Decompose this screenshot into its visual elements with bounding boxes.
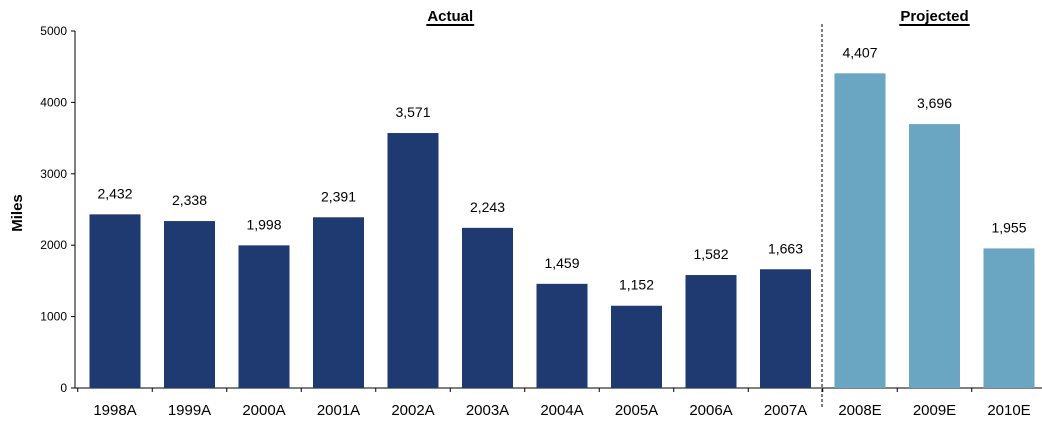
bar-2010E (983, 248, 1035, 388)
y-axis-title: Miles (9, 194, 26, 232)
bars (89, 73, 1035, 389)
y-tick-label: 0 (60, 381, 67, 395)
x-tick-label-2001A: 2001A (317, 402, 360, 419)
x-tick-label-2007A: 2007A (764, 402, 807, 419)
data-label-2007A: 1,663 (768, 240, 803, 256)
data-label-2006A: 1,582 (693, 246, 728, 262)
bar-2006A (685, 275, 737, 388)
data-label-2004A: 1,459 (544, 255, 579, 271)
x-tick-label-2004A: 2004A (540, 402, 583, 419)
section-headers: Actual Projected (426, 8, 970, 408)
x-axis-labels: 1998A 1999A 2000A 2001A 2002A 2003A 2004A 2005A… (77, 388, 1031, 419)
y-tick-label: 3000 (40, 167, 67, 181)
x-tick-label-2006A: 2006A (689, 402, 732, 419)
section-label-projected: Projected (900, 8, 968, 25)
bar-2000A (238, 245, 290, 388)
bar-2007A (760, 269, 811, 388)
section-label-actual: Actual (427, 8, 473, 25)
bar-2002A (387, 133, 439, 388)
data-label-2002A: 3,571 (395, 104, 430, 120)
bar-2008E (834, 73, 886, 388)
x-tick-label-2005A: 2005A (615, 402, 658, 419)
data-label-2005A: 1,152 (619, 277, 654, 293)
data-label-2010E: 1,955 (991, 219, 1026, 235)
data-label-1998A: 2,432 (97, 185, 132, 201)
x-tick-label-2000A: 2000A (242, 402, 285, 419)
x-tick-label-2008E: 2008E (838, 402, 881, 419)
y-tick-label: 5000 (40, 24, 67, 38)
data-label-2000A: 1,998 (246, 216, 281, 232)
data-label-2009E: 3,696 (917, 95, 952, 111)
y-tick-label: 1000 (40, 310, 67, 324)
x-tick-label-2009E: 2009E (913, 402, 956, 419)
x-tick-label-1998A: 1998A (93, 402, 136, 419)
bar-2001A (313, 217, 364, 388)
data-label-1999A: 2,338 (172, 192, 207, 208)
bar-1998A (89, 214, 141, 388)
bar-1999A (164, 221, 215, 388)
bar-2009E (909, 124, 960, 389)
data-label-2008E: 4,407 (842, 44, 877, 60)
data-label-2001A: 2,391 (321, 188, 356, 204)
data-labels: 2,432 2,338 1,998 2,391 3,571 2,243 1,459 1,152… (97, 44, 1026, 292)
x-tick-label-2010E: 2010E (987, 402, 1030, 419)
data-label-2003A: 2,243 (470, 199, 505, 215)
bar-2005A (611, 305, 662, 388)
x-tick-label-1999A: 1999A (168, 402, 211, 419)
x-tick-label-2003A: 2003A (466, 402, 509, 419)
y-tick-label: 2000 (40, 238, 67, 252)
y-axis: 0 1000 2000 3000 4000 5000 (40, 24, 1042, 395)
bar-2004A (536, 283, 588, 388)
y-tick-label: 4000 (40, 95, 67, 109)
x-tick-label-2002A: 2002A (391, 402, 434, 419)
bar-2003A (462, 227, 513, 388)
